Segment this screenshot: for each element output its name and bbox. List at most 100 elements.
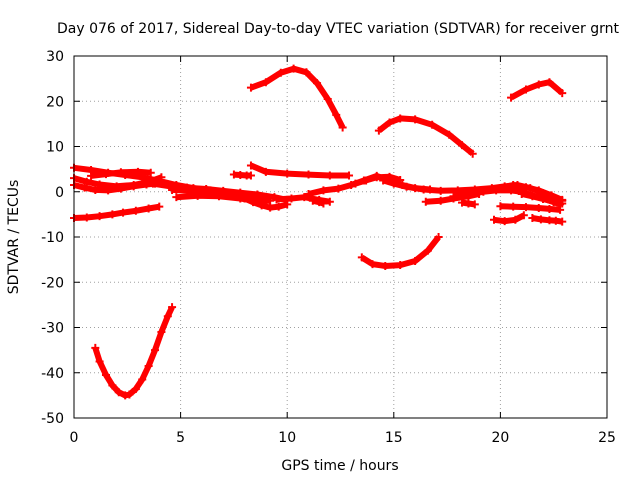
data-point <box>323 94 332 103</box>
data-point <box>104 186 113 195</box>
y-tick-label: 10 <box>46 140 64 156</box>
data-point <box>283 169 292 178</box>
data-point <box>266 196 275 205</box>
y-axis-label: SDTVAR / TECUs <box>6 180 22 295</box>
data-point <box>436 196 445 205</box>
data-point <box>82 177 91 186</box>
data-series-s29 <box>517 190 567 208</box>
data-point <box>500 217 509 226</box>
y-tick-label: -30 <box>41 321 64 337</box>
data-point <box>507 93 516 102</box>
data-point <box>315 198 324 207</box>
data-point <box>372 173 381 182</box>
data-point <box>168 303 177 312</box>
data-point <box>338 123 347 132</box>
data-point <box>368 260 377 269</box>
data-point <box>411 256 420 265</box>
data-point <box>276 68 285 77</box>
data-point <box>545 204 554 213</box>
data-point <box>325 171 334 180</box>
data-point <box>246 83 255 92</box>
data-point <box>131 206 140 215</box>
plot-frame <box>73 55 608 419</box>
data-point <box>374 126 383 135</box>
data-point <box>101 371 110 380</box>
data-point <box>131 385 140 394</box>
data-point <box>308 196 317 205</box>
data-point <box>549 197 558 206</box>
data-series-s6 <box>91 303 177 400</box>
data-point <box>138 375 147 384</box>
data-point <box>528 213 537 222</box>
data-point <box>509 180 518 189</box>
data-point <box>536 215 545 224</box>
data-point <box>240 194 249 203</box>
data-point <box>172 193 181 202</box>
data-point <box>545 78 554 87</box>
x-axis-label: GPS time / hours <box>281 458 398 474</box>
x-tick-label: 25 <box>598 430 616 446</box>
data-series-s18 <box>357 233 443 270</box>
x-tick-label: 0 <box>70 430 79 446</box>
data-point <box>381 261 390 270</box>
x-tick-label: 10 <box>278 430 296 446</box>
data-point <box>146 168 155 177</box>
data-point <box>558 217 567 226</box>
data-series-s28 <box>528 213 567 226</box>
data-point <box>434 233 443 241</box>
data-point <box>116 168 125 177</box>
data-series-s25 <box>496 202 565 214</box>
data-point <box>101 170 110 179</box>
data-point <box>519 211 528 220</box>
data-point <box>445 130 454 139</box>
chart-title: Day 076 of 2017, Sidereal Day-to-day VTE… <box>57 21 619 37</box>
data-point <box>490 215 499 224</box>
data-point <box>261 78 270 87</box>
data-point <box>261 167 270 176</box>
data-point <box>129 182 138 191</box>
data-series-s24 <box>490 211 528 226</box>
data-point <box>479 187 488 196</box>
data-series-s10 <box>229 170 255 180</box>
data-point <box>496 202 505 211</box>
data-series-s5 <box>70 202 164 222</box>
data-point <box>468 149 477 158</box>
data-series-s12 <box>246 161 354 180</box>
data-point <box>246 171 255 180</box>
data-point <box>289 64 298 73</box>
data-point <box>304 170 313 179</box>
data-point <box>257 201 266 210</box>
data-point <box>114 388 123 397</box>
y-tick-label: 0 <box>55 185 64 201</box>
data-point <box>119 208 128 217</box>
y-tick-label: 20 <box>46 94 64 110</box>
data-series-s13 <box>246 64 347 132</box>
series-layer <box>70 64 567 400</box>
data-point <box>347 180 356 189</box>
data-point <box>421 197 430 206</box>
data-point <box>419 185 428 194</box>
data-point <box>534 204 543 213</box>
data-point <box>144 361 153 370</box>
data-series-s19 <box>374 114 477 158</box>
data-point <box>300 193 309 202</box>
data-point <box>470 200 479 209</box>
data-point <box>157 328 166 337</box>
data-point <box>521 203 530 212</box>
data-point <box>163 312 172 321</box>
y-tick-label: -20 <box>41 275 64 291</box>
data-point <box>379 176 388 185</box>
data-series-s27 <box>507 78 567 102</box>
data-point <box>253 190 262 199</box>
data-point <box>185 186 194 195</box>
series-line <box>171 186 224 197</box>
data-point <box>492 186 501 195</box>
series-line <box>92 305 175 399</box>
data-point <box>351 179 360 188</box>
data-point <box>266 203 275 212</box>
data-point <box>287 194 296 203</box>
x-tick-label: 20 <box>491 430 509 446</box>
data-point <box>556 205 565 214</box>
data-point <box>396 261 405 270</box>
